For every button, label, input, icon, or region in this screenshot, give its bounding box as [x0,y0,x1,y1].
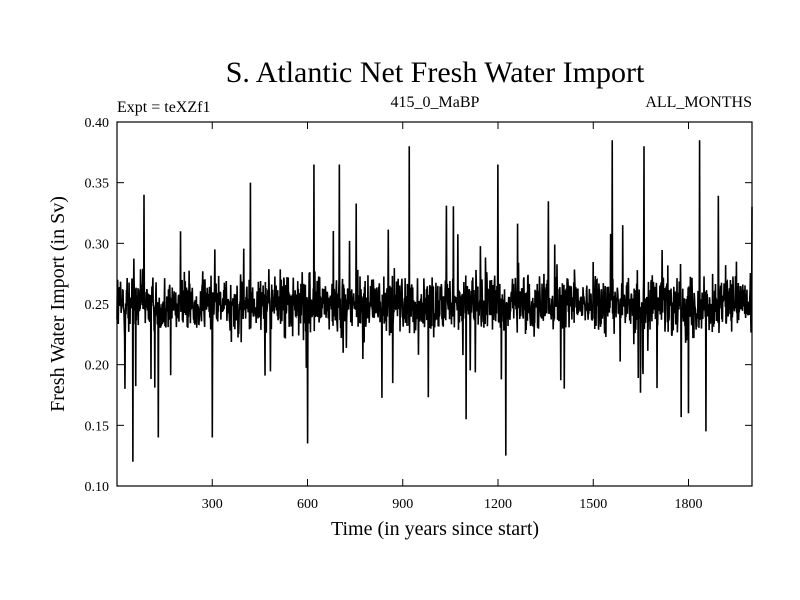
x-tick-label: 300 [202,497,223,512]
x-tick-label: 900 [392,497,413,512]
y-tick-label: 0.30 [85,237,110,252]
y-axis-label: Fresh Water Import (in Sv) [47,196,69,412]
period-label: 415_0_MaBP [391,94,480,111]
experiment-label: Expt = teXZf1 [117,99,210,116]
y-tick-label: 0.40 [85,116,110,131]
x-tick-label: 600 [297,497,318,512]
x-axis-label: Time (in years since start) [331,518,539,540]
x-tick-label: 1500 [579,497,607,512]
y-tick-label: 0.15 [85,419,110,434]
x-tick-label: 1200 [484,497,512,512]
x-tick-label: 1800 [675,497,703,512]
y-tick-label: 0.25 [85,298,110,313]
y-tick-label: 0.10 [85,480,110,495]
chart-title: S. Atlantic Net Fresh Water Import [226,56,645,89]
months-label: ALL_MONTHS [645,94,752,111]
y-tick-label: 0.35 [85,177,110,192]
series-line [116,140,753,462]
y-tick-label: 0.20 [85,359,110,374]
plot-frame [116,121,753,487]
